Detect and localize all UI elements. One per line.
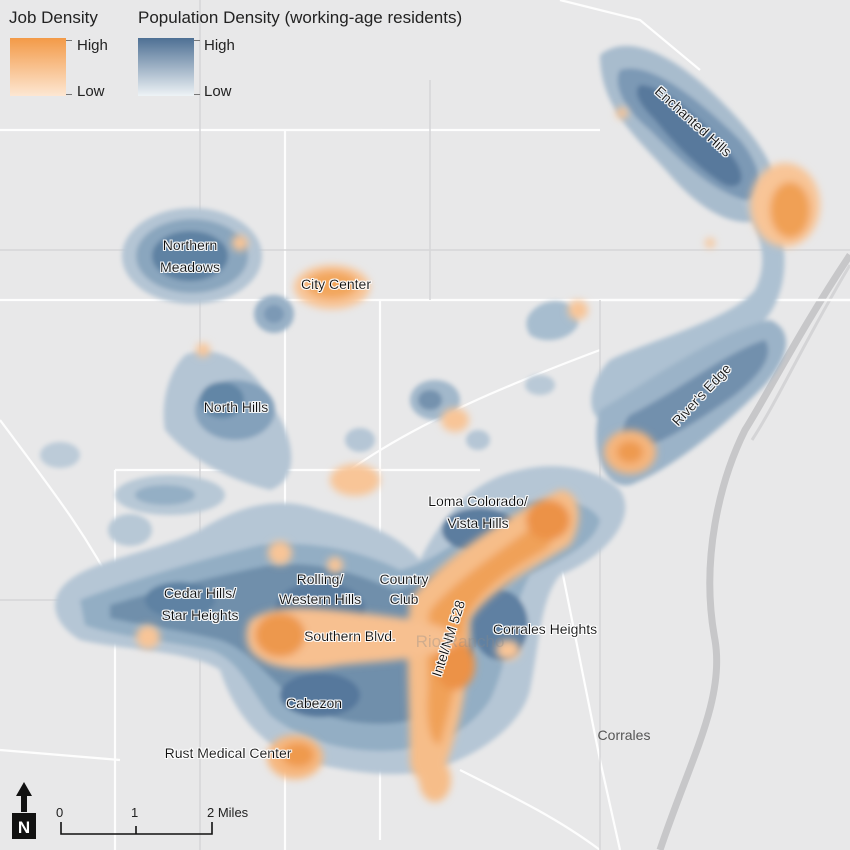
place-labels: Enchanted Hills Northern Meadows City Ce…: [160, 83, 735, 761]
place-label-rolling-western-2: Western Hills: [279, 591, 361, 607]
job-density-layer: [136, 107, 820, 802]
legend-population-swatch: [138, 38, 194, 96]
legend-job-swatch: [10, 38, 66, 96]
legend: Job Density High Low Population Density …: [0, 0, 500, 110]
legend-population-tick-high: [194, 40, 200, 41]
place-label-loma-colorado-1: Loma Colorado/: [428, 493, 528, 509]
legend-job-tick-low: [66, 94, 72, 95]
scale-label-2-miles: 2 Miles: [207, 805, 249, 820]
place-label-corrales: Corrales: [598, 727, 651, 743]
north-arrow-letter: N: [18, 818, 30, 837]
north-arrow: N: [12, 782, 36, 839]
place-label-rolling-western-1: Rolling/: [297, 571, 344, 587]
place-label-country-club-1: Country: [379, 571, 428, 587]
river: [656, 253, 850, 850]
scale-label-0: 0: [56, 805, 64, 820]
legend-population-title: Population Density (working-age resident…: [138, 8, 463, 27]
legend-job-title: Job Density: [9, 8, 98, 27]
place-label-corrales-heights: Corrales Heights: [493, 621, 597, 637]
place-label-rust-medical-center: Rust Medical Center: [165, 745, 292, 761]
place-label-country-club-2: Club: [390, 591, 419, 607]
place-label-north-hills: North Hills: [204, 399, 269, 415]
place-label-cedar-hills-2: Star Heights: [161, 607, 238, 623]
legend-population-high: High: [204, 37, 235, 54]
legend-job-tick-high: [66, 40, 72, 41]
place-label-city-center: City Center: [301, 276, 371, 292]
place-label-northern-meadows-1: Northern: [163, 237, 217, 253]
place-label-cabezon: Cabezon: [286, 695, 342, 711]
place-label-rio-rancho-faint: Rio Rancho: [416, 632, 505, 651]
legend-population-tick-low: [194, 94, 200, 95]
scale-bar: [60, 822, 213, 835]
legend-job-low: Low: [77, 83, 105, 100]
legend-population-low: Low: [204, 83, 232, 100]
scale-label-1: 1: [131, 805, 139, 820]
legend-job-high: High: [77, 37, 108, 54]
place-label-northern-meadows-2: Meadows: [160, 259, 220, 275]
place-label-loma-colorado-2: Vista Hills: [447, 515, 508, 531]
place-label-southern-blvd: Southern Blvd.: [304, 628, 396, 644]
place-label-cedar-hills-1: Cedar Hills/: [164, 585, 236, 601]
